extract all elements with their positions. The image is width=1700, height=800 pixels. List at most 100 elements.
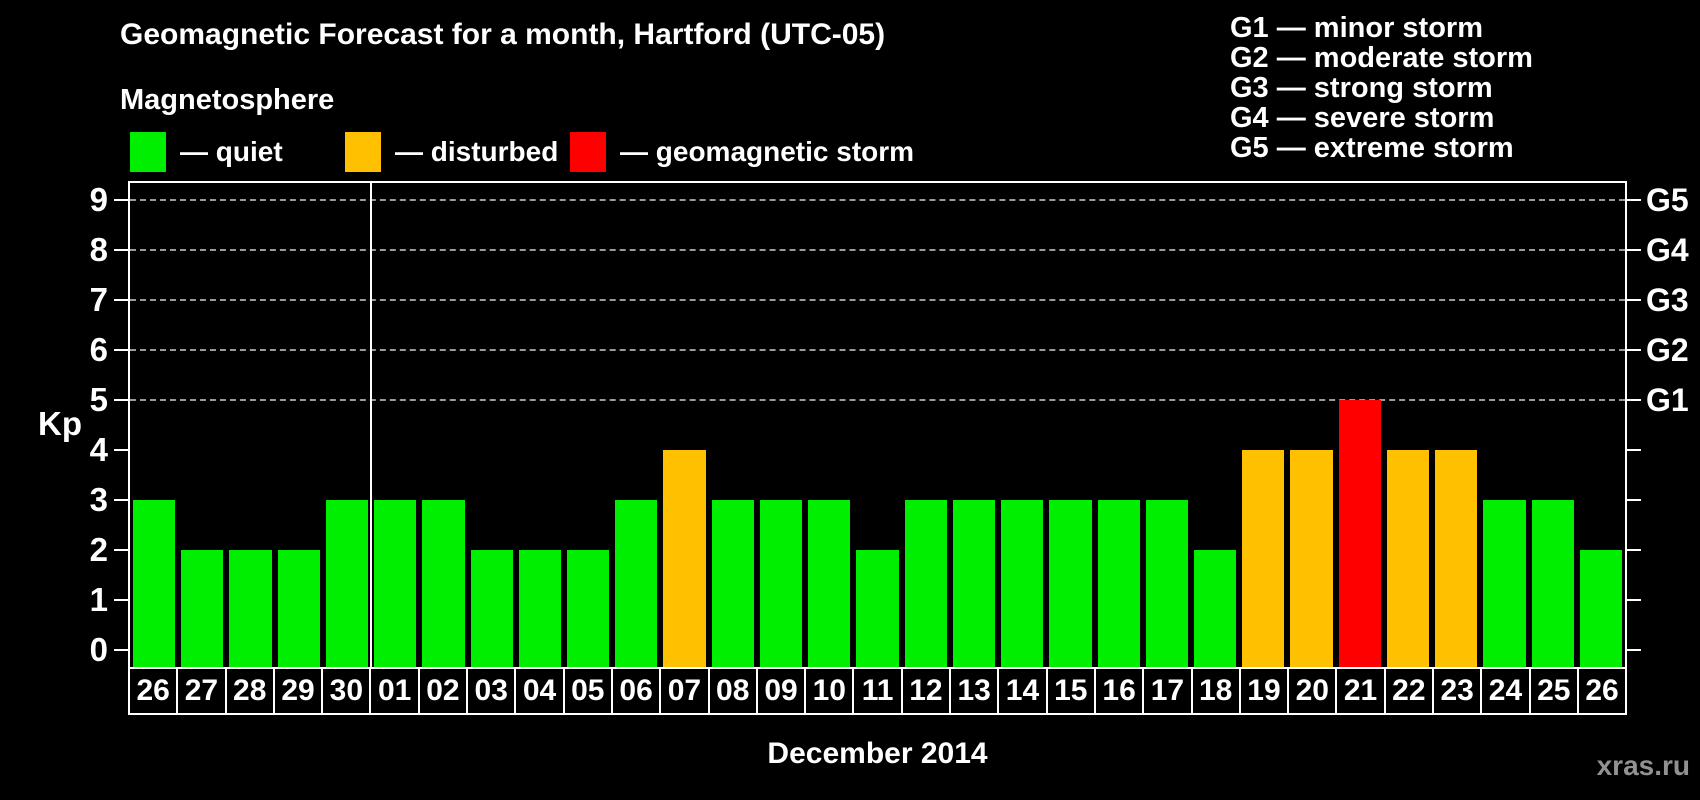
date-box-19: 14 bbox=[997, 667, 1048, 715]
date-box-16: 11 bbox=[852, 667, 903, 715]
date-box-21: 16 bbox=[1093, 667, 1145, 715]
kp-bar-29-day-24 bbox=[1483, 500, 1526, 667]
plot-area bbox=[128, 181, 1627, 669]
kp-bar-22-day-17 bbox=[1145, 500, 1188, 667]
gridline-kp5 bbox=[130, 399, 1625, 401]
date-box-13: 08 bbox=[707, 667, 758, 715]
g5-legend-line: G5 — extreme storm bbox=[1230, 132, 1514, 164]
kp-bar-23-day-18 bbox=[1193, 550, 1237, 667]
y-tick-label-2: 2 bbox=[89, 531, 108, 568]
date-box-31: 26 bbox=[1576, 667, 1628, 715]
y-tick-left-4 bbox=[114, 449, 128, 451]
date-box-17: 12 bbox=[900, 667, 952, 715]
right-axis-label-g2: G2 bbox=[1646, 332, 1689, 368]
date-box-11: 06 bbox=[610, 667, 662, 715]
kp-bar-24-day-19 bbox=[1242, 450, 1285, 667]
date-box-30: 25 bbox=[1528, 667, 1579, 715]
legend-item-storm: — geomagnetic storm bbox=[570, 131, 914, 173]
y-axis-label: Kp bbox=[38, 405, 82, 442]
kp-bar-28-day-23 bbox=[1435, 450, 1478, 667]
y-tick-right-4 bbox=[1627, 449, 1641, 451]
kp-bar-13-day-08 bbox=[711, 500, 754, 667]
kp-bar-4-day-29 bbox=[277, 550, 320, 667]
date-box-29: 24 bbox=[1480, 667, 1531, 715]
y-tick-label-3: 3 bbox=[89, 481, 108, 518]
date-axis-row: 26 27 28 29 30 01 02 03 04 05 06 07 08 09 10 11 12 13 14 15… bbox=[128, 667, 1628, 715]
date-box-15: 10 bbox=[804, 667, 855, 715]
kp-bar-14-day-09 bbox=[759, 500, 803, 667]
y-tick-right-0 bbox=[1627, 649, 1641, 651]
gridline-kp9 bbox=[130, 199, 1625, 201]
right-axis-label-g4: G4 bbox=[1646, 232, 1689, 268]
date-box-22: 17 bbox=[1142, 667, 1193, 715]
y-tick-label-4: 4 bbox=[89, 431, 108, 468]
y-tick-left-8 bbox=[114, 249, 128, 251]
y-tick-left-7 bbox=[114, 299, 128, 301]
date-box-2: 27 bbox=[176, 667, 227, 715]
legend-label-storm: — geomagnetic storm bbox=[620, 136, 915, 167]
date-box-27: 22 bbox=[1383, 667, 1435, 715]
date-box-23: 18 bbox=[1190, 667, 1241, 715]
date-box-5: 30 bbox=[321, 667, 372, 715]
gridline-kp7 bbox=[130, 299, 1625, 301]
kp-bar-20-day-15 bbox=[1049, 500, 1092, 667]
kp-bar-31-day-26 bbox=[1579, 550, 1622, 667]
kp-bar-30-day-25 bbox=[1531, 500, 1574, 667]
date-box-8: 03 bbox=[466, 667, 517, 715]
y-tick-left-3 bbox=[114, 499, 128, 501]
kp-bar-11-day-06 bbox=[615, 500, 658, 667]
y-tick-right-8 bbox=[1627, 249, 1641, 251]
kp-bar-10-day-05 bbox=[567, 550, 610, 667]
date-box-12: 07 bbox=[659, 667, 710, 715]
y-tick-right-7 bbox=[1627, 299, 1641, 301]
right-axis-label-g3: G3 bbox=[1646, 282, 1689, 318]
y-tick-right-2 bbox=[1627, 549, 1641, 551]
kp-bar-3-day-28 bbox=[229, 550, 272, 667]
y-tick-label-7: 7 bbox=[89, 281, 108, 318]
x-axis-label: December 2014 bbox=[767, 737, 988, 770]
y-tick-left-1 bbox=[114, 599, 128, 601]
date-box-3: 28 bbox=[224, 667, 275, 715]
y-tick-label-1: 1 bbox=[89, 581, 108, 618]
kp-bar-17-day-12 bbox=[904, 500, 947, 667]
kp-bar-19-day-14 bbox=[1001, 500, 1044, 667]
gridline-kp8 bbox=[130, 249, 1625, 251]
g4-legend-line: G4 — severe storm bbox=[1230, 102, 1495, 134]
kp-bar-9-day-04 bbox=[518, 550, 562, 667]
watermark: xras.ru bbox=[1596, 750, 1690, 781]
month-separator bbox=[370, 183, 373, 667]
date-box-4: 29 bbox=[272, 667, 324, 715]
kp-bar-18-day-13 bbox=[952, 500, 996, 667]
date-box-6: 01 bbox=[369, 667, 420, 715]
y-tick-right-1 bbox=[1627, 599, 1641, 601]
kp-bar-7-day-02 bbox=[422, 500, 465, 667]
quiet-color-swatch bbox=[130, 132, 166, 172]
storm-color-swatch bbox=[570, 132, 606, 172]
gridline-kp6 bbox=[130, 349, 1625, 351]
y-tick-left-6 bbox=[114, 349, 128, 351]
magnetosphere-subtitle: Magnetosphere bbox=[120, 84, 335, 116]
date-box-28: 23 bbox=[1432, 667, 1483, 715]
kp-bar-8-day-03 bbox=[470, 550, 513, 667]
y-tick-label-8: 8 bbox=[89, 231, 108, 268]
y-tick-left-5 bbox=[114, 399, 128, 401]
kp-bar-15-day-10 bbox=[808, 500, 851, 667]
y-tick-label-6: 6 bbox=[89, 331, 108, 368]
y-tick-right-5 bbox=[1627, 399, 1641, 401]
g2-legend-line: G2 — moderate storm bbox=[1230, 42, 1533, 74]
y-tick-left-0 bbox=[114, 649, 128, 651]
legend-item-disturbed: — disturbed bbox=[345, 131, 558, 173]
g3-legend-line: G3 — strong storm bbox=[1230, 72, 1493, 104]
kp-bar-12-day-07 bbox=[663, 450, 706, 667]
date-box-7: 02 bbox=[417, 667, 469, 715]
kp-bar-6-day-01 bbox=[374, 500, 417, 667]
kp-bar-5-day-30 bbox=[325, 500, 369, 667]
y-tick-left-9 bbox=[114, 199, 128, 201]
date-box-20: 15 bbox=[1045, 667, 1096, 715]
date-box-1: 26 bbox=[128, 667, 179, 715]
g-scale-legend: G1 — minor storm G2 — moderate storm G3 … bbox=[1230, 13, 1533, 163]
right-axis-label-g5: G5 bbox=[1646, 182, 1689, 218]
date-box-25: 20 bbox=[1287, 667, 1338, 715]
kp-bar-1-day-26 bbox=[133, 500, 176, 667]
